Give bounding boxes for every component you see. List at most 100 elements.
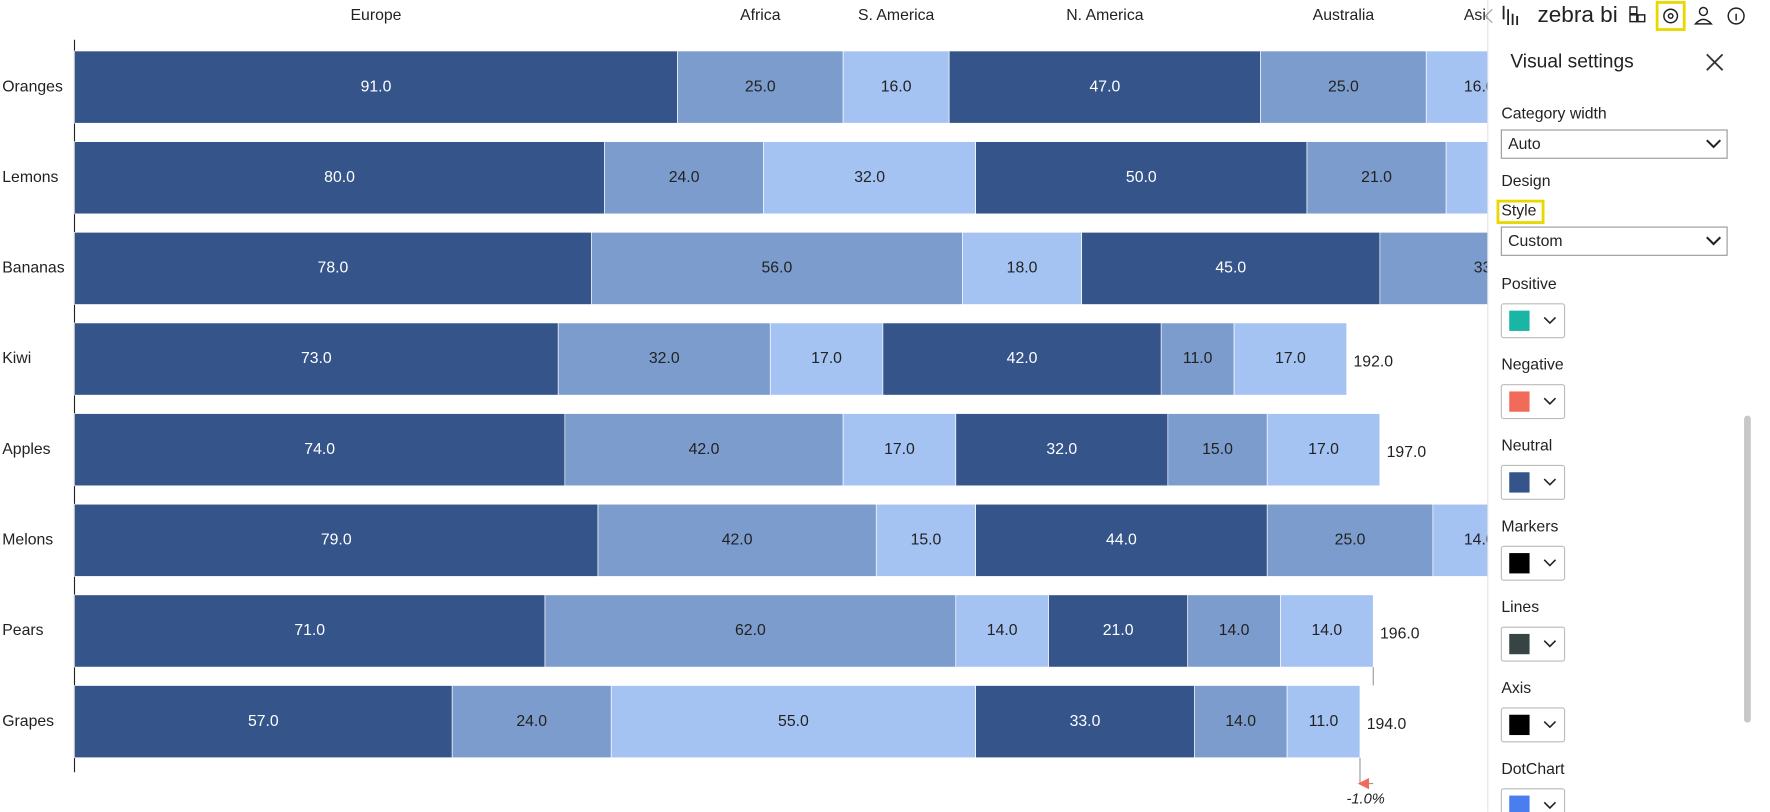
- value-label: 15.0: [1202, 441, 1233, 458]
- color-swatch: [1509, 472, 1530, 493]
- dropdown-chevron: [1706, 139, 1722, 149]
- bar-segment: [955, 413, 1169, 487]
- dropdown[interactable]: [1500, 129, 1728, 159]
- value-label: 32.0: [854, 169, 885, 186]
- picker-chevron: [1543, 559, 1557, 567]
- category-label: Lemons: [2, 169, 58, 186]
- category-label: Melons: [2, 532, 53, 549]
- total-label: 197.0: [1387, 444, 1427, 461]
- value-label: 74.0: [304, 441, 335, 458]
- setting-label: Markers: [1501, 518, 1558, 535]
- setting-label: Neutral: [1501, 437, 1552, 454]
- close-button[interactable]: [1706, 53, 1724, 71]
- bar-segment: [763, 141, 977, 215]
- bar-segment: [74, 594, 546, 668]
- picker-chevron: [1543, 801, 1557, 810]
- bar-segment: [604, 141, 764, 215]
- bar-segment: [610, 685, 977, 759]
- bar-segment: [842, 413, 957, 487]
- value-label: 11.0: [1309, 713, 1339, 730]
- bar-segment: [557, 322, 771, 396]
- value-label: 14.0: [1225, 713, 1256, 730]
- bar-segment: [975, 141, 1308, 215]
- category-label: Pears: [2, 622, 43, 639]
- variance-label: -1.0%: [1346, 791, 1384, 807]
- bar-segment: [875, 503, 977, 577]
- value-label: 45.0: [1215, 260, 1246, 277]
- category-label: Kiwi: [2, 350, 31, 367]
- bar-segment: [842, 50, 950, 124]
- setting-label: Positive: [1501, 276, 1557, 293]
- dropdown-value: Auto: [1508, 136, 1541, 153]
- dropdown[interactable]: [1500, 226, 1728, 256]
- value-label: 32.0: [649, 350, 680, 367]
- picker-chevron: [1543, 478, 1557, 486]
- picker-chevron: [1543, 640, 1557, 648]
- bar-segment: [1260, 50, 1427, 124]
- value-label: 14.0: [1219, 622, 1250, 639]
- color-swatch: [1509, 553, 1530, 574]
- value-label: 17.0: [811, 350, 842, 367]
- value-label: 55.0: [778, 713, 809, 730]
- value-label: 11.0: [1183, 350, 1213, 367]
- settings-list: Category width Auto Design Style Custom Posit…: [1496, 105, 1728, 812]
- collapse-arrow[interactable]: [1484, 8, 1493, 24]
- bar-segment: [597, 503, 877, 577]
- highlight: [1496, 199, 1545, 224]
- setting-label: Style: [1501, 202, 1536, 219]
- toolbar-icons[interactable]: [1629, 1, 1745, 31]
- series-header: S. America: [858, 7, 935, 24]
- scrollbar[interactable]: [1744, 415, 1751, 723]
- value-label: 17.0: [1308, 441, 1339, 458]
- value-label: 32.0: [1046, 441, 1077, 458]
- value-label: 25.0: [745, 78, 776, 95]
- series-header: Asia: [1464, 7, 1495, 24]
- bar-segment: [591, 231, 963, 305]
- series-header: Europe: [351, 7, 402, 24]
- total-label: 196.0: [1380, 626, 1420, 643]
- series-header: N. America: [1066, 7, 1143, 24]
- bar-segment: [74, 503, 599, 577]
- logo: [1502, 5, 1519, 26]
- value-label: 17.0: [1275, 350, 1306, 367]
- value-label: 17.0: [884, 441, 915, 458]
- value-label: 21.0: [1361, 169, 1392, 186]
- bar-segment: [1233, 322, 1348, 396]
- value-label: 14.0: [1311, 622, 1342, 639]
- color-swatch: [1509, 633, 1530, 655]
- bar-segment: [948, 50, 1261, 124]
- bar-segment: [955, 594, 1049, 668]
- value-label: 44.0: [1106, 532, 1137, 549]
- settings-panel: zebra bi Visual settings Category width A…: [1487, 0, 1770, 812]
- bar-segment: [74, 685, 453, 759]
- series-header: Africa: [740, 7, 781, 24]
- bar-segment: [1280, 594, 1374, 668]
- brand: zebra bi: [1537, 2, 1617, 27]
- series-header: Australia: [1313, 7, 1375, 24]
- color-swatch: [1509, 714, 1530, 736]
- picker-chevron: [1543, 397, 1557, 405]
- value-label: 14.0: [1464, 532, 1495, 549]
- bar-segment: [1266, 413, 1381, 487]
- bar-segment: [1048, 594, 1189, 668]
- color-swatch: [1509, 795, 1530, 812]
- value-label: 91.0: [361, 78, 392, 95]
- value-label: 56.0: [762, 260, 793, 277]
- bar-segment: [769, 322, 884, 396]
- total-label: 192.0: [1354, 354, 1394, 371]
- value-label: 24.0: [516, 713, 547, 730]
- bar-segment: [74, 322, 559, 396]
- category-label: Apples: [2, 441, 50, 458]
- value-label: 62.0: [735, 622, 766, 639]
- value-label: 42.0: [1007, 350, 1038, 367]
- value-label: 24.0: [669, 169, 700, 186]
- setting-label: Negative: [1501, 357, 1564, 374]
- bar-segment: [74, 50, 678, 124]
- setting-label: Design: [1501, 173, 1550, 190]
- bar-segment: [1306, 141, 1447, 215]
- bar-segment: [882, 322, 1162, 396]
- value-label: 71.0: [294, 622, 325, 639]
- bar-segment: [451, 685, 612, 759]
